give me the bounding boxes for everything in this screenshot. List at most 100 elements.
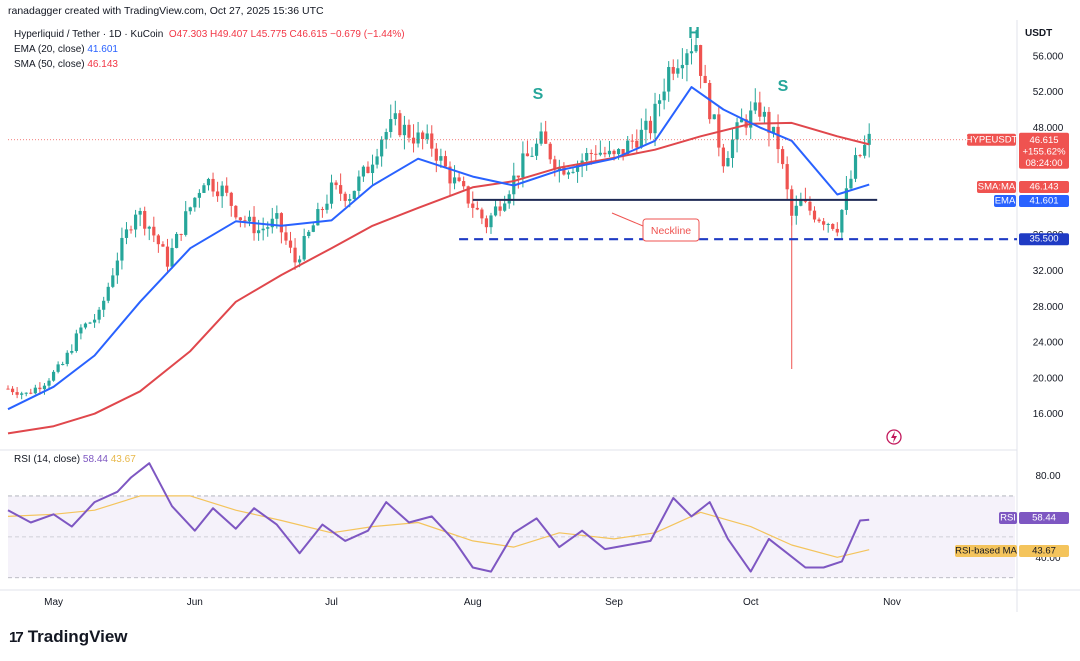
candle-body-down[interactable] [462, 181, 466, 187]
candle-body-up[interactable] [174, 233, 179, 248]
candle-body-up[interactable] [452, 177, 457, 184]
ema-20-line[interactable] [7, 86, 870, 411]
rsi-value-tag-bg[interactable] [1019, 512, 1069, 524]
candle-body-down[interactable] [630, 140, 634, 142]
candle-body-up[interactable] [247, 216, 252, 222]
candle-body-up[interactable] [863, 144, 867, 156]
candle-body-down[interactable] [548, 143, 552, 160]
candle-body-down[interactable] [822, 221, 826, 225]
candle-body-down[interactable] [152, 226, 156, 236]
candle-body-down[interactable] [498, 206, 502, 211]
candle-body-up[interactable] [384, 132, 388, 140]
ema-tag-bg[interactable] [994, 195, 1016, 207]
candle-body-down[interactable] [767, 111, 771, 133]
candle-body-up[interactable] [493, 206, 498, 216]
candle-body-up[interactable] [138, 210, 142, 215]
candle-body-down[interactable] [234, 205, 238, 218]
candle-body-up[interactable] [124, 229, 129, 238]
candle-body-up[interactable] [348, 198, 352, 201]
candle-body-down[interactable] [156, 235, 160, 245]
candle-body-up[interactable] [133, 214, 138, 230]
candle-body-up[interactable] [566, 172, 571, 175]
candle-body-up[interactable] [840, 209, 844, 233]
candle-body-up[interactable] [598, 152, 602, 155]
candle-body-up[interactable] [530, 155, 534, 157]
candle-body-up[interactable] [685, 53, 689, 65]
candle-body-up[interactable] [762, 111, 766, 117]
candle-body-up[interactable] [329, 182, 334, 204]
candle-body-up[interactable] [307, 231, 311, 237]
candle-body-down[interactable] [812, 210, 817, 220]
candle-body-down[interactable] [161, 244, 165, 247]
candle-body-up[interactable] [667, 67, 671, 92]
candle-body-up[interactable] [74, 333, 78, 351]
candle-body-down[interactable] [808, 201, 812, 211]
candle-body-up[interactable] [853, 155, 858, 179]
candle-body-down[interactable] [243, 220, 247, 222]
sma-tag-bg[interactable] [977, 181, 1016, 193]
candle-body-down[interactable] [343, 193, 347, 201]
candle-body-down[interactable] [831, 224, 835, 229]
candle-body-up[interactable] [771, 126, 776, 133]
candle-body-down[interactable] [475, 207, 479, 210]
candle-body-up[interactable] [489, 215, 493, 228]
candle-body-up[interactable] [370, 164, 375, 174]
candle-body-up[interactable] [712, 114, 716, 120]
candle-body-down[interactable] [229, 192, 233, 206]
candle-body-up[interactable] [607, 150, 612, 155]
candle-body-down[interactable] [589, 153, 593, 155]
candle-body-down[interactable] [858, 155, 862, 157]
candle-body-up[interactable] [657, 100, 662, 104]
candle-body-up[interactable] [97, 309, 101, 320]
candle-body-up[interactable] [794, 205, 798, 216]
candle-body-up[interactable] [257, 230, 261, 234]
candle-body-down[interactable] [621, 149, 625, 155]
candle-body-down[interactable] [758, 102, 762, 117]
candle-body-up[interactable] [694, 45, 698, 52]
candle-body-up[interactable] [439, 156, 443, 161]
candle-body-up[interactable] [662, 91, 666, 101]
candle-body-down[interactable] [471, 203, 475, 208]
candle-body-down[interactable] [10, 388, 15, 393]
candle-body-down[interactable] [225, 185, 229, 193]
candle-body-up[interactable] [644, 120, 648, 130]
candle-body-down[interactable] [29, 392, 33, 394]
candle-body-up[interactable] [325, 203, 329, 210]
alert-bolt-icon[interactable] [886, 429, 902, 445]
candle-body-up[interactable] [585, 153, 589, 161]
candle-body-up[interactable] [270, 218, 274, 228]
candle-body-down[interactable] [421, 132, 425, 140]
candle-body-up[interactable] [316, 209, 320, 226]
candle-body-up[interactable] [197, 192, 201, 198]
candle-body-down[interactable] [553, 159, 557, 170]
candle-body-down[interactable] [143, 210, 147, 229]
candle-body-up[interactable] [849, 178, 853, 189]
candle-body-up[interactable] [753, 102, 757, 111]
candle-body-down[interactable] [781, 149, 785, 165]
candle-body-up[interactable] [730, 139, 735, 159]
candle-body-up[interactable] [740, 119, 744, 123]
candle-body-down[interactable] [744, 119, 748, 128]
rsi-legend[interactable]: RSI (14, close) 58.44 43.67 [14, 454, 136, 465]
candle-body-down[interactable] [6, 388, 10, 390]
candle-body-up[interactable] [206, 178, 211, 186]
ema-value-tag-bg[interactable] [1019, 195, 1069, 207]
candle-body-up[interactable] [361, 166, 366, 177]
candle-body-up[interactable] [639, 129, 643, 148]
legend-ema-row[interactable]: EMA (20, close) 41.601 [14, 42, 405, 57]
candle-body-up[interactable] [65, 352, 69, 365]
candle-body-up[interactable] [115, 260, 119, 276]
candle-body-up[interactable] [653, 103, 657, 134]
candle-body-up[interactable] [534, 143, 539, 156]
candle-body-up[interactable] [24, 392, 28, 394]
candle-body-down[interactable] [516, 175, 520, 178]
candle-body-up[interactable] [102, 300, 106, 310]
candle-body-up[interactable] [393, 113, 397, 120]
sma-value-tag-bg[interactable] [1019, 181, 1069, 193]
candle-body-down[interactable] [165, 246, 170, 267]
candle-body-up[interactable] [676, 68, 680, 74]
candle-body-up[interactable] [826, 224, 830, 226]
candle-body-up[interactable] [689, 51, 694, 54]
candle-body-up[interactable] [92, 319, 97, 323]
